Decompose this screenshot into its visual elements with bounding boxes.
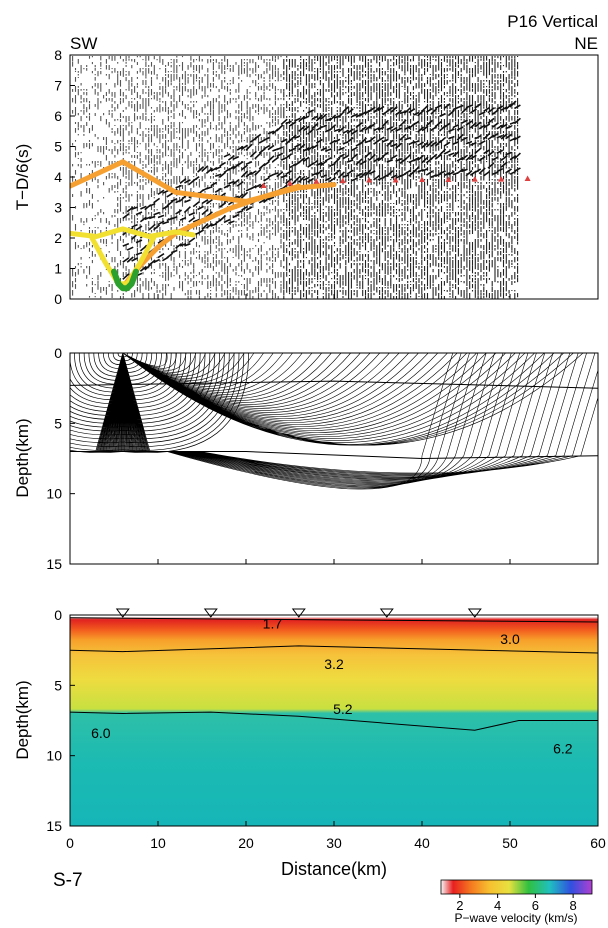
pick-curve-green <box>111 268 139 292</box>
turning-rays <box>122 353 584 446</box>
y-tick-label: 15 <box>46 556 62 572</box>
colorbar-gradient <box>440 879 593 895</box>
profile-label: S-7 <box>53 870 83 891</box>
velocity-boundary <box>70 711 598 731</box>
seismic-traces <box>72 56 521 299</box>
ray-fan <box>70 353 249 453</box>
station-triangle <box>379 608 394 618</box>
y-tick-label: 15 <box>46 818 62 834</box>
pick-point <box>260 182 267 189</box>
reflected-rays <box>166 353 598 490</box>
y-tick-label: 6 <box>54 108 62 124</box>
pick-point <box>287 180 293 186</box>
velocity-heatmap <box>70 617 598 826</box>
pick-point <box>419 176 425 182</box>
colorbar: 2 4 6 8 P−wave velocity (km/s) <box>440 879 593 925</box>
panel1-y-axis: 0 1 2 3 4 5 6 7 8 <box>54 47 75 307</box>
velocity-boundaries <box>70 617 598 731</box>
pick-point <box>339 177 346 184</box>
y-tick-label: 0 <box>54 607 62 623</box>
y-tick-label: 10 <box>46 486 62 502</box>
velocity-label: 6.0 <box>91 725 111 741</box>
station-triangle <box>203 608 218 618</box>
y-tick-label: 4 <box>54 169 62 185</box>
panel2-y-axis-title: Depth(km) <box>13 418 32 497</box>
x-axis: 0 10 20 30 40 50 60 <box>66 835 606 851</box>
y-tick-label: 2 <box>54 230 62 246</box>
interface-line <box>70 380 598 389</box>
y-tick-label: 0 <box>54 291 62 307</box>
pick-point <box>445 176 452 182</box>
colorbar-ticks: 2 4 6 8 <box>456 894 577 913</box>
velocity-label: 3.0 <box>500 631 520 647</box>
station-triangle <box>291 608 306 618</box>
ray-paths <box>70 353 598 490</box>
panel1-y-axis-title: T−D/6(s) <box>13 144 32 211</box>
pick-point <box>313 178 320 184</box>
panel3-y-axis-title: Depth(km) <box>13 680 32 759</box>
pick-point <box>471 176 478 182</box>
x-tick-label: 30 <box>326 835 342 851</box>
panel-record-section: 0 1 2 3 4 5 6 7 8 T−D/6(s) <box>13 47 599 307</box>
panel-ray-diagram: 0 5 10 15 Depth(km) <box>13 345 599 572</box>
pick-curve-yellow <box>89 235 157 287</box>
x-tick-label: 20 <box>238 835 254 851</box>
velocity-labels: 1.7 3.0 3.2 5.2 6.0 6.2 <box>91 615 573 756</box>
right-direction-label: NE <box>574 34 598 53</box>
colorbar-tick-label: 8 <box>570 898 577 913</box>
x-tick-label: 0 <box>66 835 74 851</box>
velocity-label: 6.2 <box>553 741 573 757</box>
interface-line <box>70 451 598 460</box>
x-axis-title: Distance(km) <box>281 859 387 879</box>
pick-point <box>366 177 373 183</box>
pick-point <box>392 177 399 183</box>
velocity-boundary <box>70 645 598 654</box>
station-triangle <box>467 608 482 618</box>
pick-point <box>498 176 505 182</box>
velocity-label: 1.7 <box>263 615 283 631</box>
velocity-boundary <box>70 617 598 623</box>
y-tick-label: 7 <box>54 78 62 94</box>
y-tick-label: 8 <box>54 47 62 63</box>
colorbar-tick-label: 6 <box>532 898 539 913</box>
travel-time-picks <box>70 159 531 292</box>
y-tick-label: 1 <box>54 261 62 277</box>
x-tick-label: 60 <box>590 835 606 851</box>
model-interfaces <box>70 353 598 460</box>
y-tick-label: 5 <box>54 415 62 431</box>
station-markers <box>115 608 482 618</box>
pick-curve-orange <box>120 183 302 290</box>
velocity-label: 3.2 <box>324 656 344 672</box>
x-tick-label: 10 <box>150 835 166 851</box>
colorbar-title: P−wave velocity (km/s) <box>454 911 577 925</box>
colorbar-tick-label: 4 <box>494 898 501 913</box>
panel2-y-axis: 0 5 10 15 <box>46 345 75 572</box>
x-tick-label: 40 <box>414 835 430 851</box>
y-tick-label: 0 <box>54 345 62 361</box>
colorbar-tick-label: 2 <box>456 898 463 913</box>
x-tick-label: 50 <box>502 835 518 851</box>
y-tick-label: 5 <box>54 677 62 693</box>
pick-point <box>524 175 531 182</box>
y-tick-label: 3 <box>54 200 62 216</box>
panel3-y-axis: 0 5 10 15 <box>46 607 75 834</box>
panel-velocity-model: 1.7 3.0 3.2 5.2 6.0 6.2 0 5 10 15 Depth(km) 0 10 2… <box>13 607 606 879</box>
station-title: P16 Vertical <box>507 12 598 31</box>
y-tick-label: 5 <box>54 139 62 155</box>
station-triangle <box>115 608 130 618</box>
y-tick-label: 10 <box>46 748 62 764</box>
pick-curve-orange <box>70 159 337 204</box>
velocity-label: 5.2 <box>333 701 353 717</box>
left-direction-label: SW <box>70 34 97 53</box>
